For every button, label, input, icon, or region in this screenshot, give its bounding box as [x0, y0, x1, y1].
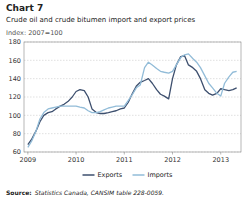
- legend-label: Exports: [98, 171, 123, 179]
- plot-area: [24, 42, 241, 152]
- grid-line: [24, 115, 241, 116]
- chart: Chart 7 Crude oil and crude bitumen impor…: [0, 0, 249, 202]
- title: Chart 7: [6, 3, 43, 13]
- x-tick: [27, 152, 28, 155]
- source-label: Source:: [6, 189, 32, 196]
- y-tick-label: 120: [9, 93, 21, 101]
- y-axis-label: Index: 2007=100: [6, 29, 63, 37]
- legend-swatch: [83, 174, 95, 176]
- legend-label: Imports: [148, 171, 174, 179]
- grid-line: [24, 133, 241, 134]
- y-tick-label: 160: [9, 57, 21, 65]
- line: [28, 56, 237, 145]
- x-tick-label: 2012: [164, 156, 181, 164]
- x-tick: [76, 152, 77, 155]
- line: [28, 54, 237, 148]
- y-tick-label: 80: [13, 130, 21, 138]
- x-tick: [172, 152, 173, 155]
- subtitle: Crude oil and crude bitumen import and e…: [6, 16, 196, 24]
- grid-line: [24, 60, 241, 61]
- source-text: Statistics Canada, CANSIM table 228-0059…: [35, 189, 164, 196]
- legend-swatch: [133, 174, 145, 176]
- grid-line: [24, 78, 241, 79]
- y-tick-label: 140: [9, 75, 21, 83]
- x-tick-label: 2009: [20, 156, 37, 164]
- y-tick-label: 100: [9, 112, 21, 120]
- source: Source:Statistics Canada, CANSIM table 2…: [6, 189, 164, 196]
- x-tick: [220, 152, 221, 155]
- plot-frame: [24, 42, 241, 152]
- y-tick-label: 60: [13, 148, 21, 156]
- x-tick-label: 2013: [212, 156, 229, 164]
- x-tick-label: 2010: [68, 156, 85, 164]
- grid-line: [24, 97, 241, 98]
- lines: [28, 54, 237, 148]
- x-tick: [124, 152, 125, 155]
- legend: Exports Imports: [83, 171, 174, 179]
- y-tick-label: 180: [9, 38, 21, 46]
- x-tick-label: 2011: [116, 156, 133, 164]
